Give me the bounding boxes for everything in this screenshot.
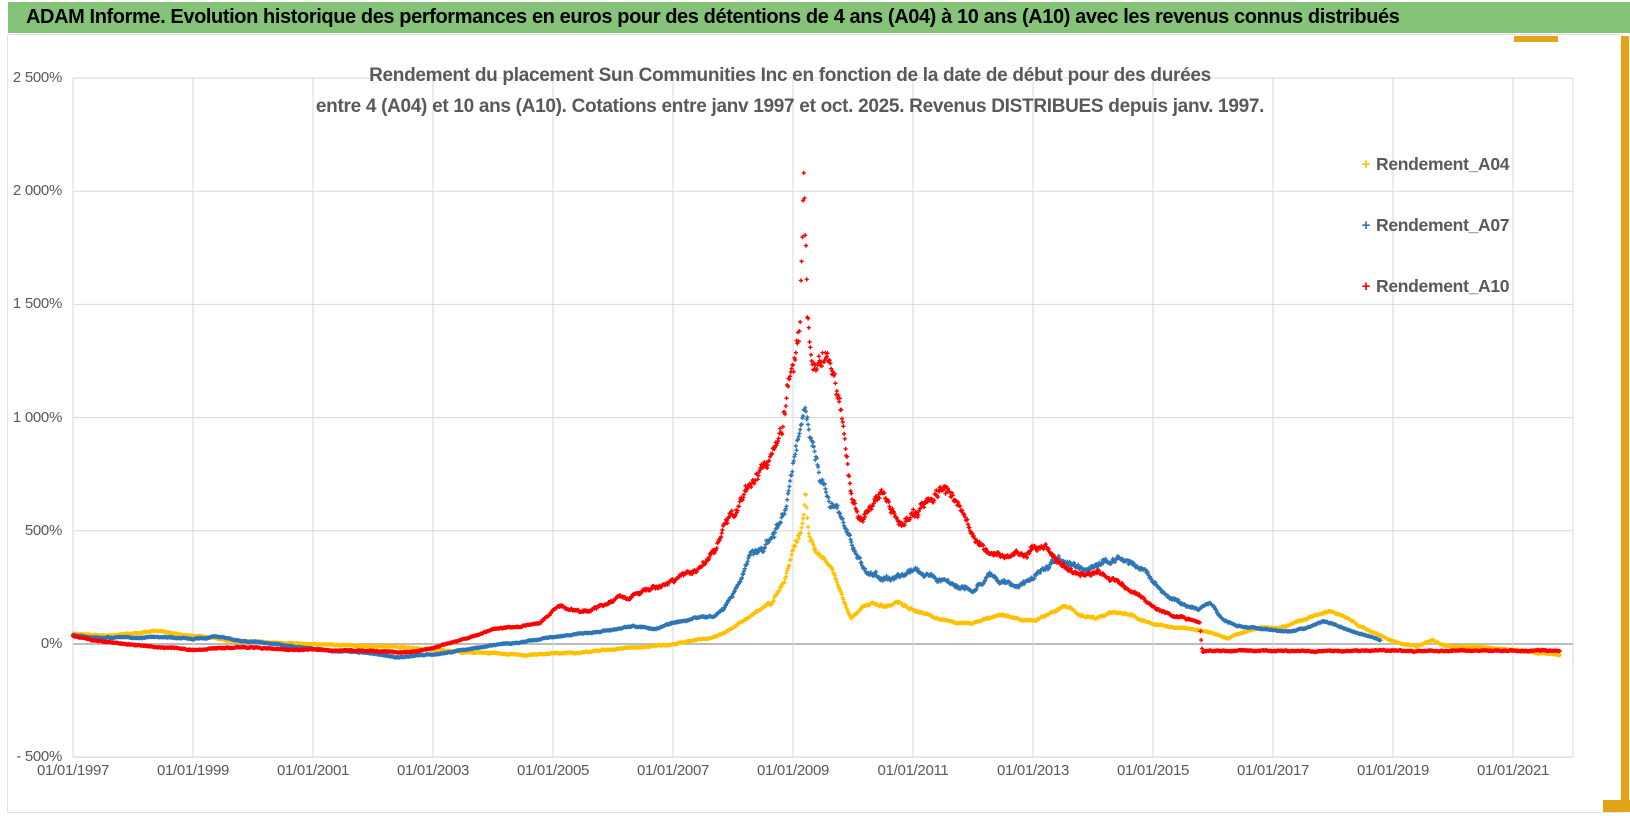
y-axis-tick-label: 2 500% bbox=[12, 69, 62, 86]
x-axis-tick-label: 01/01/2021 bbox=[1476, 762, 1550, 779]
banner-title: ADAM Informe. Evolution historique des p… bbox=[26, 6, 1400, 28]
y-axis-tick-label: 2 000% bbox=[12, 182, 62, 200]
y-axis-tick-label: 500% bbox=[24, 521, 62, 539]
chart-title-line2: entre 4 (A04) et 10 ans (A10). Cotations… bbox=[315, 96, 1265, 117]
y-axis-tick-label: 1 500% bbox=[12, 295, 62, 313]
series-points-rendement_a04 bbox=[70, 492, 1562, 658]
x-axis-tick-label: 01/01/2017 bbox=[1236, 762, 1310, 779]
chart-title-line1: Rendement du placement Sun Communities I… bbox=[369, 65, 1211, 86]
plot-border bbox=[72, 77, 1574, 758]
legend-item-rendement-a07[interactable]: + Rendement_A07 bbox=[1358, 213, 1588, 237]
gold-accent-top bbox=[1514, 36, 1558, 42]
y-axis-tick-label: 1 000% bbox=[12, 408, 62, 426]
plus-marker-icon: + bbox=[1361, 216, 1371, 234]
gridlines bbox=[72, 77, 1574, 758]
x-axis-tick-label: 01/01/2007 bbox=[636, 762, 710, 779]
x-axis-tick-label: 01/01/1997 bbox=[36, 762, 110, 779]
x-axis-tick-label: 01/01/2005 bbox=[516, 762, 590, 779]
x-axis-tick-label: 01/01/2013 bbox=[996, 762, 1070, 779]
chart-frame bbox=[7, 34, 1623, 813]
x-axis-tick-label: 01/01/2015 bbox=[1116, 762, 1190, 779]
x-axis-tick-label: 01/01/2009 bbox=[756, 762, 830, 779]
x-axis-tick-label: 01/01/2011 bbox=[877, 762, 949, 779]
gold-accent-bottom bbox=[1603, 800, 1630, 812]
x-axis-tick-label: 01/01/2003 bbox=[396, 762, 470, 779]
series-points-rendement_a10 bbox=[70, 170, 1562, 655]
legend-label: Rendement_A04 bbox=[1376, 153, 1510, 174]
legend-item-rendement-a04[interactable]: + Rendement_A04 bbox=[1358, 152, 1588, 176]
x-axis-tick-label: 01/01/2019 bbox=[1356, 762, 1430, 779]
legend-item-rendement-a10[interactable]: + Rendement_A10 bbox=[1358, 274, 1588, 298]
legend-label: Rendement_A10 bbox=[1376, 275, 1510, 296]
banner: ADAM Informe. Evolution historique des p… bbox=[8, 2, 1630, 33]
x-axis-tick-label: 01/01/2001 bbox=[276, 762, 350, 779]
y-axis-tick-label: 0% bbox=[40, 635, 62, 652]
y-axis-tick-label: - 500% bbox=[16, 748, 62, 766]
plus-marker-icon: + bbox=[1361, 277, 1371, 295]
plus-marker-icon: + bbox=[1361, 155, 1371, 173]
gold-accent-right-strip bbox=[1621, 36, 1629, 812]
legend-label: Rendement_A07 bbox=[1376, 214, 1510, 235]
legend: + Rendement_A04 + Rendement_A07 + Rendem… bbox=[1358, 152, 1588, 335]
x-axis-tick-label: 01/01/1999 bbox=[156, 762, 230, 779]
